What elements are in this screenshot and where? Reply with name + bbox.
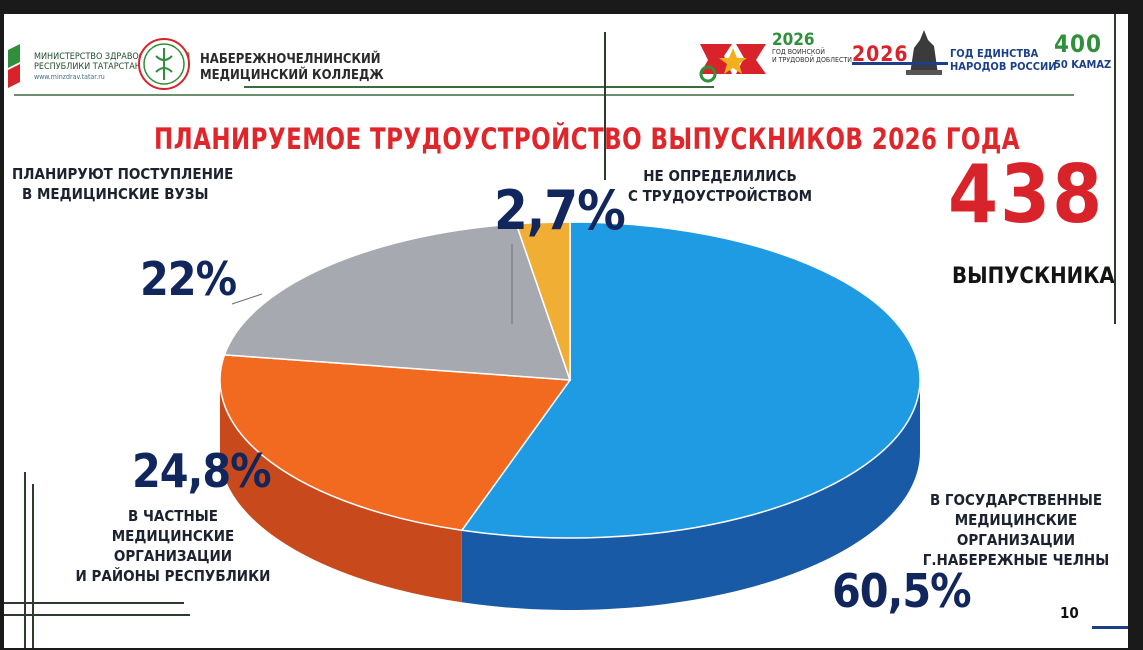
private-label-line1: В ЧАСТНЫЕ xyxy=(128,507,218,525)
deco-line-vertical-left2 xyxy=(32,484,34,648)
leader-line-university xyxy=(231,293,263,305)
college-emblem-icon xyxy=(138,38,190,90)
page-number: 10 xyxy=(1060,604,1079,622)
ministry-logo-icon xyxy=(8,44,20,88)
gov-label-line3: Г.НАБЕРЕЖНЫЕ ЧЕЛНЫ xyxy=(922,551,1110,569)
private-label: В ЧАСТНЫЕ МЕДИЦИНСКИЕ ОРГАНИЗАЦИИ И РАЙО… xyxy=(60,506,286,586)
college-name-line1: НАБЕРЕЖНОЧЕЛНИНСКИЙ xyxy=(200,52,381,67)
gov-label-line2: МЕДИЦИНСКИЕ ОРГАНИЗАЦИИ xyxy=(954,511,1078,549)
deco-line-horizontal2 xyxy=(4,614,190,616)
chart-title: ПЛАНИРУЕМОЕ ТРУДОУСТРОЙСТВО ВЫПУСКНИКОВ … xyxy=(154,122,1020,156)
victory-year-emblem-icon xyxy=(699,44,766,83)
gov-label: В ГОСУДАРСТВЕННЫЕ МЕДИЦИНСКИЕ ОРГАНИЗАЦИ… xyxy=(900,490,1128,570)
college-name-line2: МЕДИЦИНСКИЙ КОЛЛЕДЖ xyxy=(200,68,384,83)
pie-slice-gov xyxy=(460,221,921,539)
kamaz-anniversary-number: 400 xyxy=(1054,30,1103,58)
ministry-name-line2: РЕСПУБЛИКИ ТАТАРСТАН xyxy=(34,62,141,72)
pie-side-gov xyxy=(461,380,920,610)
undecided-label-line2: С ТРУДОУСТРОЙСТВОМ xyxy=(628,187,813,205)
pie-slice-university xyxy=(223,223,572,381)
undecided-label-line1: НЕ ОПРЕДЕЛИЛИСЬ xyxy=(643,167,797,185)
page-number-accent xyxy=(1092,626,1128,629)
header-rule-bottom xyxy=(14,94,1074,96)
badge-left-text1: ГОД ВОИНСКОЙ xyxy=(772,48,825,56)
university-label-line1: ПЛАНИРУЮТ ПОСТУПЛЕНИЕ xyxy=(12,165,234,183)
undecided-label: НЕ ОПРЕДЕЛИЛИСЬ С ТРУДОУСТРОЙСТВОМ xyxy=(628,166,812,206)
private-label-line3: И РАЙОНЫ РЕСПУБЛИКИ xyxy=(75,567,271,585)
header-rule-top xyxy=(244,86,714,88)
total-graduates-number: 438 xyxy=(948,148,1105,241)
badge-left-text2: И ТРУДОВОЙ ДОБЛЕСТИ xyxy=(772,56,852,64)
pie-slice-undecided xyxy=(515,221,571,381)
pie-side-private xyxy=(220,380,462,603)
university-label: ПЛАНИРУЮТ ПОСТУПЛЕНИЕ В МЕДИЦИНСКИЕ ВУЗЫ xyxy=(12,164,233,204)
gov-label-line1: В ГОСУДАРСТВЕННЫЕ xyxy=(929,491,1103,509)
deco-line-vertical-right xyxy=(1114,14,1116,324)
deco-line-vertical-left1 xyxy=(24,472,26,648)
deco-line-vertical-top xyxy=(604,32,606,180)
badge-right-text2: НАРОДОВ РОССИИ xyxy=(950,60,1057,73)
badge-right-text1: ГОД ЕДИНСТВА xyxy=(950,47,1039,60)
private-label-line2: МЕДИЦИНСКИЕ ОРГАНИЗАЦИИ xyxy=(111,527,235,565)
university-value-label: 22% xyxy=(140,252,237,306)
ministry-name-line1: МИНИСТЕРСТВО ЗДРАВООХРАНЕНИЯ xyxy=(34,52,191,62)
undecided-value-label: 2,7% xyxy=(494,179,626,242)
badge-underline xyxy=(852,62,948,65)
kamaz-logo-text: 50 KAMAZ xyxy=(1054,58,1112,71)
pie-slice-private xyxy=(219,354,572,532)
presentation-slide: МИНИСТЕРСТВО ЗДРАВООХРАНЕНИЯ РЕСПУБЛИКИ … xyxy=(4,14,1128,648)
gov-value-label: 60,5% xyxy=(832,564,972,618)
private-value-label: 24,8% xyxy=(132,444,272,498)
ministry-url: www.minzdrav.tatar.ru xyxy=(34,73,105,81)
pie-chart xyxy=(219,221,921,610)
deco-line-horizontal1 xyxy=(4,602,184,604)
total-graduates-caption: ВЫПУСКНИКА xyxy=(952,264,1115,289)
university-label-line2: В МЕДИЦИНСКИЕ ВУЗЫ xyxy=(22,185,209,203)
badge-left-year: 2026 xyxy=(772,30,815,50)
